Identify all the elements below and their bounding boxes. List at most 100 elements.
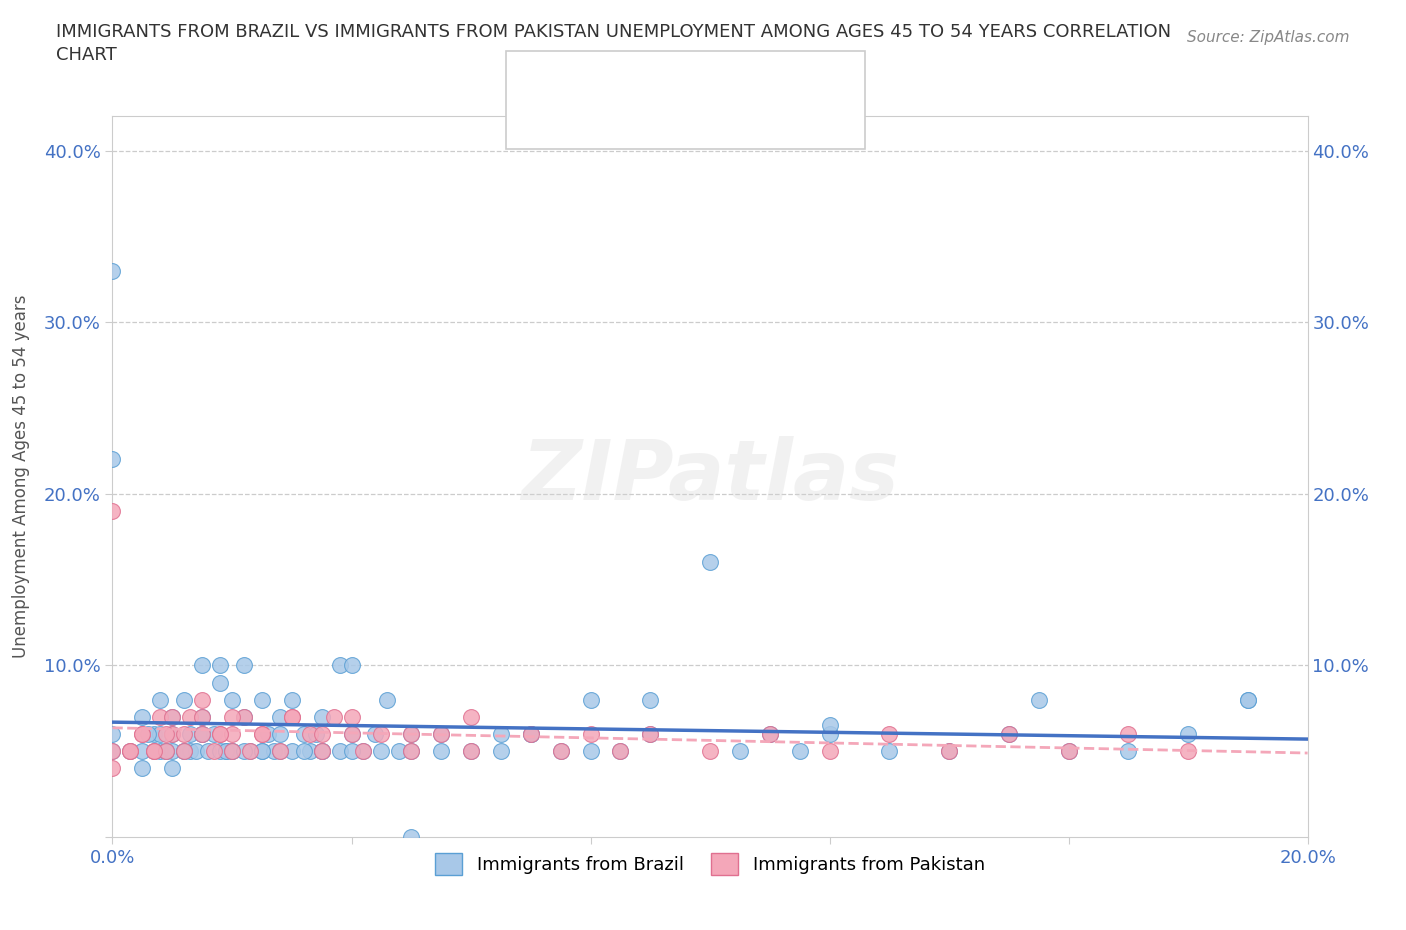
Point	[191, 710, 214, 724]
Point	[789, 744, 811, 759]
Point	[221, 726, 243, 741]
Point	[191, 658, 214, 672]
Point	[311, 744, 333, 759]
Point	[460, 744, 482, 759]
Point	[131, 726, 153, 741]
Point	[191, 726, 214, 741]
Point	[269, 744, 291, 759]
Point	[269, 744, 291, 759]
Point	[728, 744, 751, 759]
Point	[640, 692, 662, 707]
Point	[239, 744, 262, 759]
Text: 0.069: 0.069	[626, 111, 682, 128]
Point	[340, 744, 363, 759]
Point	[699, 555, 721, 570]
Text: IMMIGRANTS FROM BRAZIL VS IMMIGRANTS FROM PAKISTAN UNEMPLOYMENT AMONG AGES 45 TO: IMMIGRANTS FROM BRAZIL VS IMMIGRANTS FRO…	[56, 23, 1171, 41]
Point	[340, 726, 363, 741]
Point	[143, 726, 166, 741]
Point	[250, 744, 273, 759]
Text: 0.110: 0.110	[626, 72, 682, 89]
Point	[269, 710, 291, 724]
Point	[520, 726, 543, 741]
Point	[209, 726, 232, 741]
Point	[209, 658, 232, 672]
Point	[221, 692, 243, 707]
Point	[155, 744, 177, 759]
Point	[162, 726, 183, 741]
Point	[250, 744, 273, 759]
Text: CHART: CHART	[56, 46, 117, 63]
Point	[179, 710, 201, 724]
Point	[818, 726, 841, 741]
Legend: Immigrants from Brazil, Immigrants from Pakistan: Immigrants from Brazil, Immigrants from …	[429, 845, 991, 882]
Point	[370, 744, 392, 759]
Point	[131, 710, 153, 724]
Text: N =: N =	[693, 72, 745, 89]
Point	[1057, 744, 1080, 759]
Point	[263, 744, 285, 759]
Point	[221, 744, 243, 759]
Text: 103: 103	[759, 72, 793, 89]
Point	[460, 744, 482, 759]
Point	[191, 692, 214, 707]
Point	[250, 692, 273, 707]
Point	[149, 692, 172, 707]
Point	[460, 710, 482, 724]
Point	[818, 744, 841, 759]
Point	[250, 726, 273, 741]
Point	[579, 744, 602, 759]
Point	[998, 726, 1021, 741]
Point	[209, 675, 232, 690]
Point	[191, 710, 214, 724]
Point	[120, 744, 142, 759]
Point	[281, 692, 304, 707]
Point	[388, 744, 411, 759]
Point	[162, 761, 183, 776]
Point	[311, 710, 333, 724]
Point	[489, 726, 512, 741]
Point	[879, 726, 901, 741]
Point	[233, 710, 256, 724]
Point	[311, 744, 333, 759]
Text: N =: N =	[693, 111, 745, 128]
Point	[329, 744, 352, 759]
Point	[162, 710, 183, 724]
Point	[329, 658, 352, 672]
Point	[101, 503, 124, 518]
Point	[149, 726, 172, 741]
Point	[311, 726, 333, 741]
Point	[550, 744, 572, 759]
Point	[202, 726, 225, 741]
Point	[1057, 744, 1080, 759]
Point	[179, 726, 201, 741]
Point	[340, 726, 363, 741]
Point	[550, 744, 572, 759]
Point	[938, 744, 960, 759]
Point	[173, 744, 195, 759]
Point	[364, 726, 387, 741]
Point	[143, 744, 166, 759]
Point	[131, 726, 153, 741]
Point	[186, 744, 208, 759]
Point	[101, 744, 124, 759]
Point	[430, 744, 453, 759]
Point	[1177, 744, 1199, 759]
Point	[233, 710, 256, 724]
Point	[292, 726, 315, 741]
Point	[143, 744, 166, 759]
Point	[489, 744, 512, 759]
Point	[120, 744, 142, 759]
Point	[1118, 744, 1140, 759]
Point	[353, 744, 375, 759]
Point	[1028, 692, 1050, 707]
Point	[101, 761, 124, 776]
Text: Source: ZipAtlas.com: Source: ZipAtlas.com	[1187, 30, 1350, 45]
Point	[173, 726, 195, 741]
Point	[101, 744, 124, 759]
Point	[155, 726, 177, 741]
Point	[340, 710, 363, 724]
Point	[131, 744, 153, 759]
Point	[699, 744, 721, 759]
Point	[209, 726, 232, 741]
Text: ZIPatlas: ZIPatlas	[522, 436, 898, 517]
